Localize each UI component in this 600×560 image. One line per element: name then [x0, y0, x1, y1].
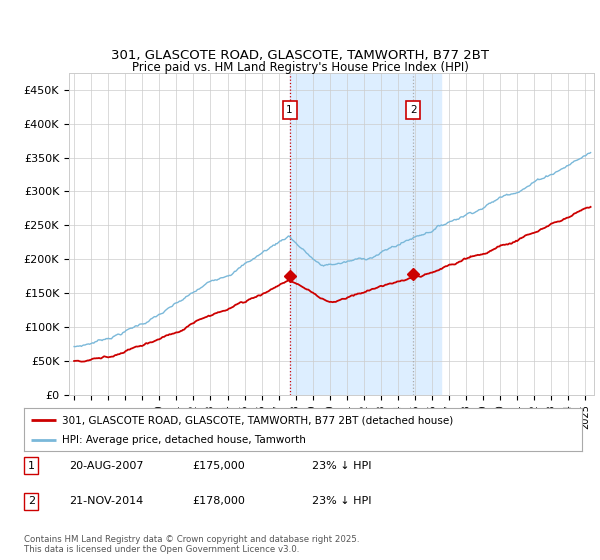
Text: £178,000: £178,000: [192, 496, 245, 506]
Text: 301, GLASCOTE ROAD, GLASCOTE, TAMWORTH, B77 2BT (detached house): 301, GLASCOTE ROAD, GLASCOTE, TAMWORTH, …: [62, 415, 453, 425]
Text: 21-NOV-2014: 21-NOV-2014: [69, 496, 143, 506]
Text: 23% ↓ HPI: 23% ↓ HPI: [312, 461, 371, 471]
Text: Contains HM Land Registry data © Crown copyright and database right 2025.
This d: Contains HM Land Registry data © Crown c…: [24, 535, 359, 554]
Text: 1: 1: [286, 105, 293, 115]
Text: 1: 1: [28, 461, 35, 471]
Text: 2: 2: [28, 496, 35, 506]
Text: 301, GLASCOTE ROAD, GLASCOTE, TAMWORTH, B77 2BT: 301, GLASCOTE ROAD, GLASCOTE, TAMWORTH, …: [111, 49, 489, 63]
Text: HPI: Average price, detached house, Tamworth: HPI: Average price, detached house, Tamw…: [62, 435, 306, 445]
Text: 20-AUG-2007: 20-AUG-2007: [69, 461, 143, 471]
Bar: [290, 73, 440, 395]
Text: Price paid vs. HM Land Registry's House Price Index (HPI): Price paid vs. HM Land Registry's House …: [131, 61, 469, 74]
Text: 2: 2: [410, 105, 416, 115]
Text: £175,000: £175,000: [192, 461, 245, 471]
Text: 23% ↓ HPI: 23% ↓ HPI: [312, 496, 371, 506]
